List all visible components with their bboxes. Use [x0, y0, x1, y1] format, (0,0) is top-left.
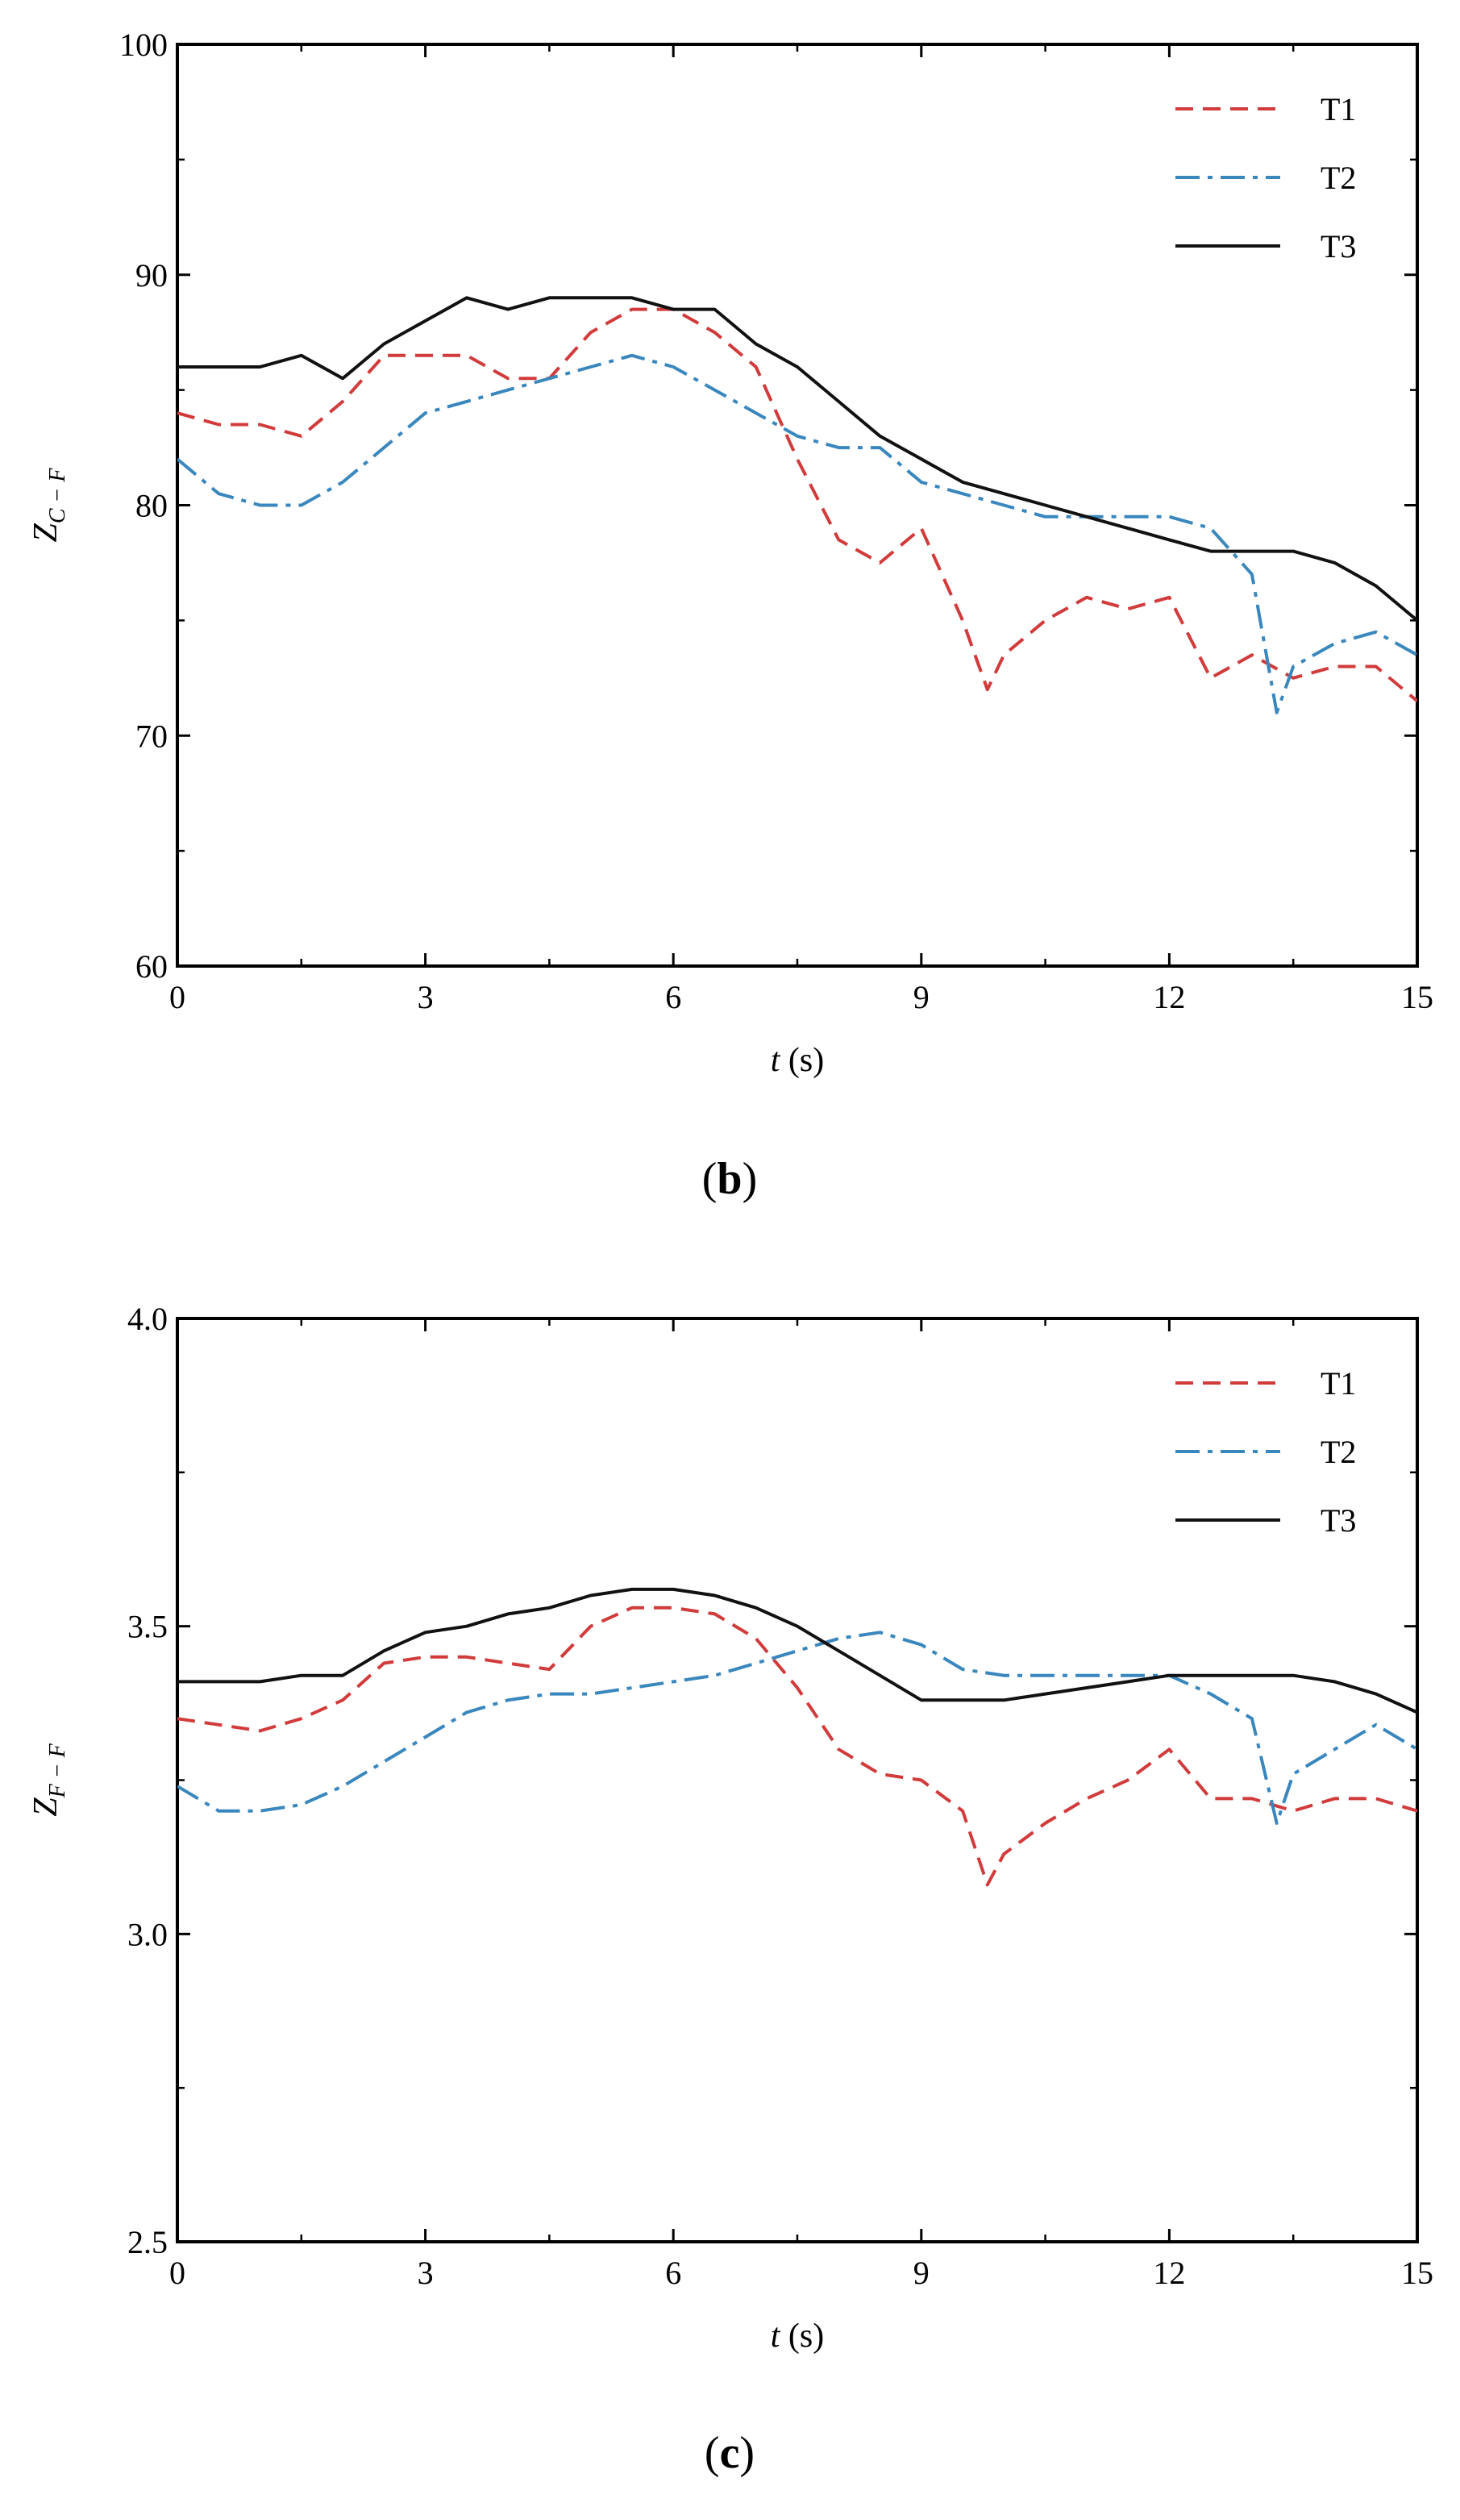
- y-tick-label: 2.5: [127, 2224, 168, 2260]
- y-tick-label: 100: [119, 27, 168, 63]
- panel-label-close: ): [742, 1154, 758, 1204]
- y-axis-subscript: C − F: [45, 468, 70, 524]
- y-tick-label: 4.0: [127, 1301, 168, 1337]
- panel-c: 2.5 3.0 3.5 4.0 0 3 6 9 12 15 t (s) ZF − F (c) T1 T2 T3: [27, 1301, 1433, 2478]
- x-tick-label: 15: [1401, 979, 1433, 1015]
- x-axis-unit: (s): [788, 1042, 824, 1079]
- x-axis-variable: t: [771, 2318, 781, 2355]
- y-tick-label: 80: [135, 488, 168, 524]
- x-tick-label: 6: [665, 979, 681, 1015]
- series-line-t2: [177, 353, 1417, 714]
- x-axis-title: t (s): [771, 2318, 825, 2355]
- legend-label-t2: T2: [1321, 1434, 1356, 1470]
- legend-label-t3: T3: [1321, 228, 1356, 264]
- series-line-t1: [177, 1606, 1417, 1887]
- y-axis-title: ZF − F: [27, 1743, 70, 1816]
- series-line-t3: [177, 296, 1417, 622]
- y-axis-subscript: F − F: [45, 1743, 70, 1798]
- series-line-t1: [177, 307, 1417, 702]
- x-axis-gap: [780, 1042, 788, 1079]
- y-tick-label: 3.0: [127, 1916, 168, 1952]
- panel-label-letter: b: [717, 1154, 742, 1204]
- x-tick-label: 3: [418, 2255, 434, 2291]
- panel-label: (c): [705, 2428, 755, 2478]
- x-tick-label: 12: [1153, 979, 1185, 1015]
- y-tick-label: 60: [135, 948, 168, 985]
- legend-label-t1: T1: [1321, 1365, 1356, 1402]
- series-line-t2: [177, 1631, 1417, 1825]
- legend-label-t3: T3: [1321, 1502, 1356, 1539]
- x-tick-label: 3: [418, 979, 434, 1015]
- x-axis-variable: t: [771, 1042, 781, 1079]
- x-axis-title: t (s): [771, 1042, 825, 1079]
- x-tick-label: 9: [913, 2255, 930, 2291]
- x-tick-label: 9: [913, 979, 930, 1015]
- y-tick-label: 3.5: [127, 1609, 168, 1645]
- y-tick-label: 90: [135, 257, 168, 294]
- panel-b: 60 70 80 90 100 0 3 6 9 12 15 t (s) ZC − F (b) T1 T2 T3: [27, 27, 1433, 1204]
- x-tick-label: 0: [169, 979, 185, 1015]
- x-tick-label: 15: [1401, 2255, 1433, 2291]
- y-axis-title: ZC − F: [27, 468, 70, 543]
- x-tick-label: 6: [665, 2255, 681, 2291]
- x-axis-unit: (s): [788, 2318, 824, 2355]
- panel-label-open: (: [705, 2428, 720, 2478]
- y-tick-label: 70: [135, 718, 168, 754]
- x-axis-gap: [780, 2318, 788, 2355]
- series-line-t3: [177, 1587, 1417, 1714]
- y-axis-variable: Z: [27, 523, 64, 543]
- plot-frame: [176, 1317, 1419, 2243]
- x-tick-label: 0: [169, 2255, 185, 2291]
- plot-frame: [176, 43, 1419, 968]
- panel-label: (b): [702, 1154, 757, 1204]
- legend-label-t2: T2: [1321, 160, 1356, 196]
- panel-label-close: ): [739, 2428, 755, 2478]
- x-tick-label: 12: [1153, 2255, 1185, 2291]
- panel-label-letter: c: [720, 2428, 740, 2478]
- y-axis-variable: Z: [27, 1797, 64, 1817]
- panel-label-open: (: [702, 1154, 718, 1204]
- legend-label-t1: T1: [1321, 91, 1356, 127]
